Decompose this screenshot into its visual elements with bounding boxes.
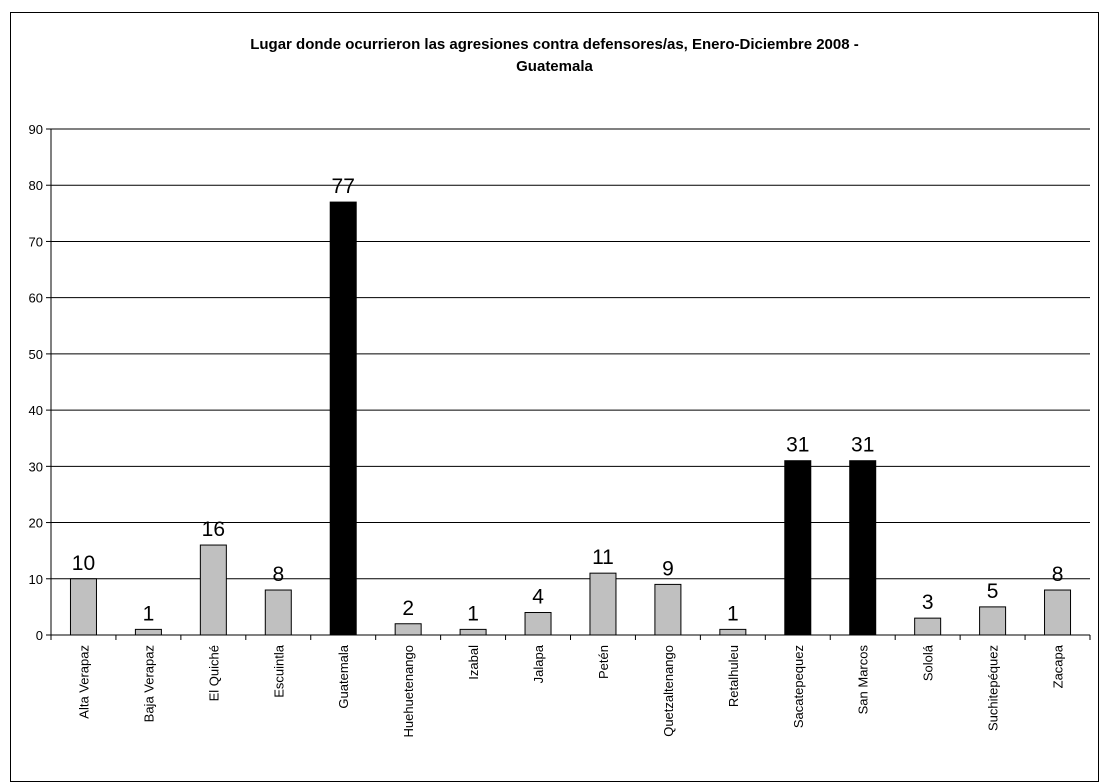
data-label: 77	[332, 175, 355, 198]
data-label: 4	[532, 586, 544, 609]
x-category-label: Jalapa	[531, 644, 546, 683]
bar	[654, 583, 682, 636]
x-category-label: Alta Verapaz	[76, 645, 91, 719]
x-category-label: Suchitepéquez	[986, 645, 1001, 731]
bar	[394, 623, 422, 636]
x-category-label: Quetzaltenango	[661, 645, 676, 737]
y-tick-label: 30	[29, 459, 43, 474]
data-label: 31	[786, 434, 809, 457]
bar	[979, 606, 1007, 636]
y-tick-label: 60	[29, 291, 43, 306]
x-category-label: Huehuetenango	[401, 645, 416, 738]
bar	[589, 572, 617, 636]
data-label: 8	[1052, 563, 1064, 586]
data-label: 8	[272, 563, 284, 586]
bar	[1044, 589, 1072, 636]
bar	[329, 201, 357, 636]
x-category-label: Zacapa	[1051, 644, 1066, 688]
bar	[69, 578, 97, 636]
bar	[199, 544, 227, 636]
data-label: 2	[402, 597, 414, 620]
y-tick-label: 0	[36, 628, 43, 643]
chart-title: Lugar donde ocurrieron las agresiones co…	[250, 36, 859, 75]
x-category-label: Petén	[596, 645, 611, 679]
y-tick-label: 70	[29, 234, 43, 249]
data-label: 3	[922, 591, 934, 614]
x-category-label: Sacatepequez	[791, 645, 806, 728]
x-category-label: Sololá	[921, 644, 936, 681]
x-category-label: El Quiché	[206, 645, 221, 701]
data-label: 11	[592, 546, 614, 569]
y-tick-label: 40	[29, 403, 43, 418]
chart-frame	[10, 12, 1099, 782]
y-tick-label: 10	[29, 572, 43, 587]
bar	[524, 612, 552, 636]
bar	[134, 628, 162, 636]
bar	[459, 628, 487, 636]
x-category-label: Baja Verapaz	[141, 645, 156, 722]
data-label: 16	[202, 518, 225, 541]
bar	[914, 617, 942, 636]
data-label: 1	[143, 602, 155, 625]
data-label: 31	[851, 434, 874, 457]
top-strip	[0, 0, 1101, 12]
x-category-label: Guatemala	[336, 644, 351, 708]
bar	[784, 460, 812, 636]
x-category-label: Izabal	[466, 645, 481, 680]
data-label: 1	[727, 602, 739, 625]
y-tick-label: 20	[29, 516, 43, 531]
x-category-label: Escuintla	[271, 644, 286, 698]
data-label: 1	[467, 602, 479, 625]
bar	[719, 628, 747, 636]
bar	[849, 460, 877, 636]
y-tick-label: 90	[29, 122, 43, 137]
y-tick-label: 50	[29, 347, 43, 362]
y-tick-label: 80	[29, 178, 43, 193]
x-category-label: San Marcos	[856, 645, 871, 715]
bar	[264, 589, 292, 636]
data-label: 10	[72, 552, 95, 575]
x-category-label: Retalhuleu	[726, 645, 741, 707]
data-label: 5	[987, 580, 999, 603]
data-label: 9	[662, 557, 674, 580]
